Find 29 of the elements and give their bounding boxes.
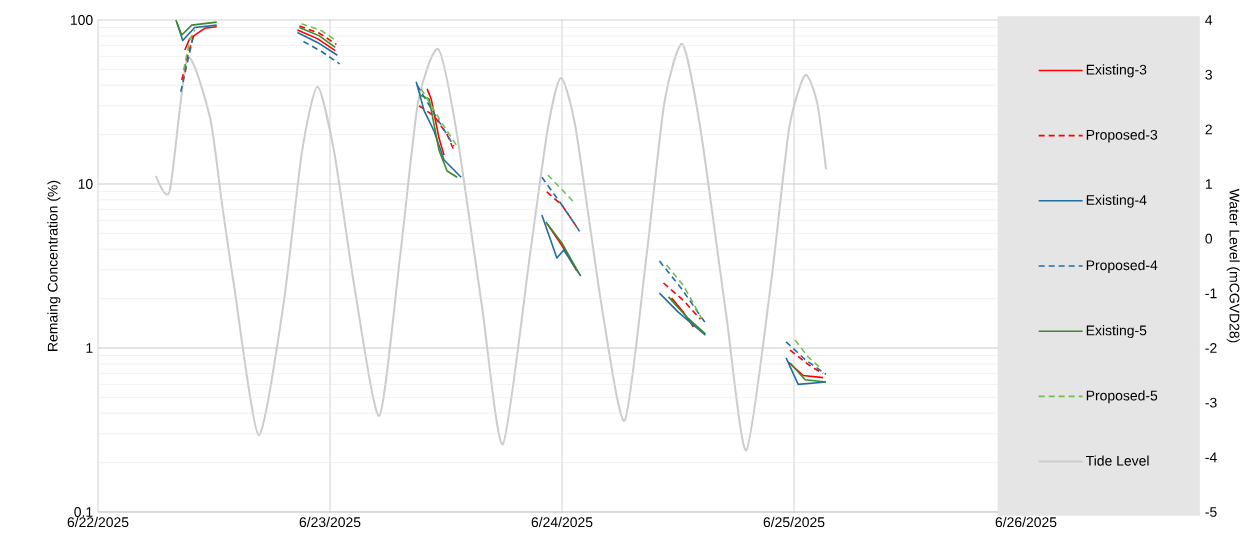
y-axis-title: Remaing Concentration (%) xyxy=(47,180,61,351)
y2-tick-label: -4 xyxy=(1205,452,1217,463)
legend-label: Proposed-3 xyxy=(1086,129,1158,143)
y2-tick-label: -3 xyxy=(1205,397,1217,408)
legend-label: Existing-4 xyxy=(1086,194,1147,208)
x-tick-label: 6/23/2025 xyxy=(299,516,361,528)
y2-tick-label: 1 xyxy=(1205,179,1212,189)
y-tick-label: 10 xyxy=(78,179,93,189)
line-series xyxy=(155,43,828,452)
y2-tick-label: -2 xyxy=(1205,343,1217,353)
legend-label: Proposed-4 xyxy=(1086,259,1158,273)
x-tick-label: 6/26/2025 xyxy=(995,516,1057,528)
y2-tick-label: 3 xyxy=(1205,69,1212,80)
x-tick-label: 6/24/2025 xyxy=(531,516,593,528)
y-tick-label: 1 xyxy=(86,343,93,353)
y-tick-label: 100 xyxy=(70,15,93,25)
y2-tick-label: 4 xyxy=(1205,15,1213,25)
y2-tick-label: 0 xyxy=(1205,233,1213,244)
y-tick-label: 0.1 xyxy=(74,507,93,517)
x-tick-label: 6/25/2025 xyxy=(763,516,825,528)
legend-label: Proposed-5 xyxy=(1086,390,1158,404)
legend-label: Existing-3 xyxy=(1086,64,1147,78)
legend-label: Tide Level xyxy=(1086,455,1149,466)
legend-label: Existing-5 xyxy=(1086,325,1147,339)
x-tick-label: 6/22/2025 xyxy=(67,516,129,528)
y2-axis-title: Water Level (mCGVD28) xyxy=(1226,188,1240,343)
y2-tick-label: -1 xyxy=(1205,288,1217,299)
y2-tick-label: 2 xyxy=(1205,124,1212,135)
y2-tick-label: -5 xyxy=(1205,507,1217,517)
